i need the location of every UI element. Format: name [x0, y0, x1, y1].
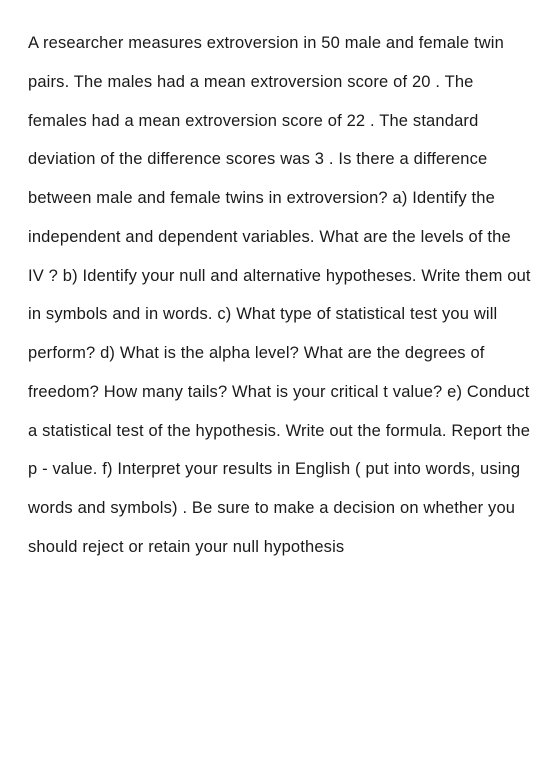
question-text: A researcher measures extroversion in 50…: [28, 24, 531, 567]
